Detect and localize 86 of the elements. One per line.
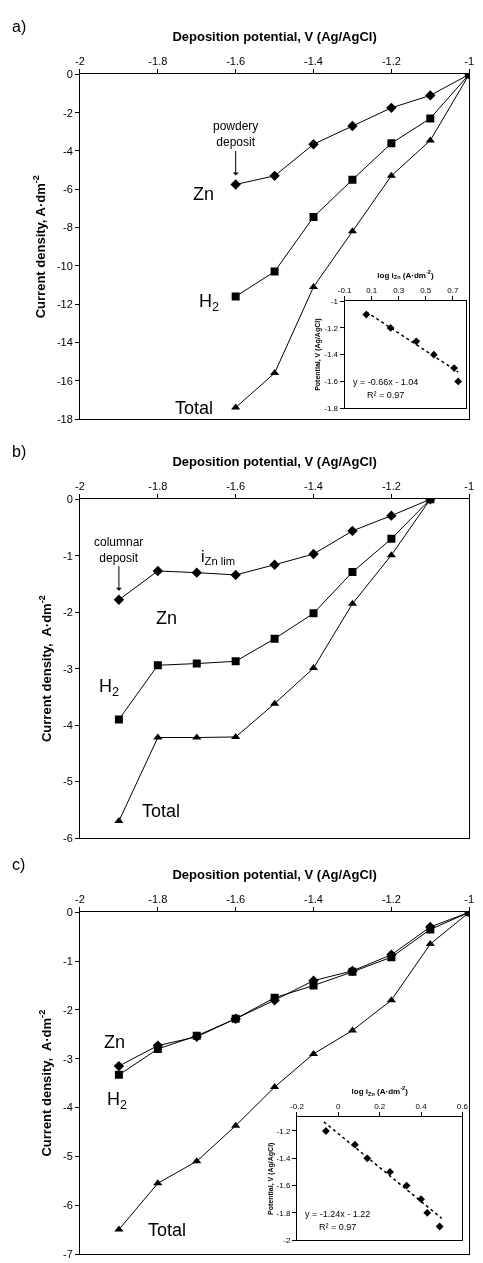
y-tick-label: -14 bbox=[56, 336, 73, 349]
y-tick-label: -1.4 bbox=[324, 350, 339, 360]
y-tick-label: -1 bbox=[330, 296, 339, 306]
y-tick-label: -1.6 bbox=[324, 377, 339, 387]
x-tick-label: 0.7 bbox=[447, 285, 459, 295]
y-tick-label: 0 bbox=[66, 906, 73, 919]
y-tick-label: -1 bbox=[63, 549, 73, 562]
y-tick-label: -1.2 bbox=[324, 323, 339, 333]
y-tick-label: -10 bbox=[56, 259, 73, 272]
text: c) bbox=[12, 856, 26, 873]
y-tick-label: -7 bbox=[63, 1247, 73, 1260]
annotation: R² = 0.97 bbox=[367, 390, 405, 400]
x-tick-label: -1.2 bbox=[381, 54, 401, 67]
y-tick-label: -2 bbox=[283, 1235, 291, 1245]
y-tick-label: -1.8 bbox=[324, 403, 339, 413]
series-label: H$_{2}$ bbox=[99, 676, 120, 699]
x-tick-label: -1.8 bbox=[148, 54, 168, 67]
x-tick-label: 0.3 bbox=[393, 285, 405, 295]
y-tick-label: -8 bbox=[63, 221, 73, 234]
x-tick-label: -1.6 bbox=[226, 54, 246, 67]
y-tick-label: -6 bbox=[63, 183, 73, 196]
y-tick-label: -2 bbox=[63, 606, 73, 619]
series-label: Zn bbox=[104, 1032, 126, 1052]
annotation: y = -0.66x - 1.04 bbox=[353, 377, 419, 387]
y-tick-label: 0 bbox=[66, 68, 73, 81]
x-tick-label: 0.2 bbox=[374, 1102, 386, 1112]
series-label: H$_{2}$ bbox=[107, 1089, 128, 1112]
x-tick-label: -2 bbox=[75, 479, 85, 492]
x-tick-label: -1.2 bbox=[381, 479, 401, 492]
x-axis-title: Deposition potential, V (Ag/AgCl) bbox=[172, 28, 377, 44]
y-tick-label: -4 bbox=[63, 144, 73, 157]
x-tick-label: 0.6 bbox=[456, 1102, 469, 1112]
y-tick-label: -16 bbox=[56, 374, 73, 387]
y-tick-label: -1 bbox=[63, 954, 73, 967]
text: a) bbox=[12, 18, 27, 35]
x-tick-label: 0.5 bbox=[420, 285, 432, 295]
annotation: i$_{Zn lim}$ bbox=[201, 548, 236, 568]
x-axis-title: log i$_{Zn}$ (A·dm$^{-2}$) bbox=[377, 269, 434, 281]
y-tick-label: -3 bbox=[63, 662, 73, 675]
y-tick-label: -2 bbox=[63, 106, 73, 119]
y-tick-label: -1.2 bbox=[276, 1126, 291, 1136]
y-tick-label: 0 bbox=[66, 493, 73, 506]
x-tick-label: -1.8 bbox=[148, 479, 168, 492]
x-tick-label: -1.6 bbox=[226, 479, 246, 492]
x-tick-label: -2 bbox=[75, 892, 85, 905]
y-tick-label: -2 bbox=[63, 1003, 73, 1016]
x-axis-title: log i$_{Zn}$ (A·dm$^{-2}$) bbox=[351, 1085, 409, 1097]
annotation: y = -1.24x - 1.22 bbox=[305, 1209, 371, 1219]
x-tick-label: -2 bbox=[75, 54, 85, 67]
y-tick-label: -4 bbox=[63, 1101, 73, 1114]
y-tick-label: -4 bbox=[63, 718, 73, 731]
y-tick-label: -5 bbox=[63, 1150, 73, 1163]
x-axis-title: Deposition potential, V (Ag/AgCl) bbox=[172, 866, 377, 882]
y-tick-label: -5 bbox=[63, 775, 73, 788]
series-label: Total bbox=[175, 398, 214, 418]
x-axis-title: Deposition potential, V (Ag/AgCl) bbox=[172, 453, 377, 469]
x-tick-label: -1.4 bbox=[304, 479, 324, 492]
y-tick-label: -12 bbox=[56, 297, 73, 310]
x-tick-label: -0.2 bbox=[290, 1102, 305, 1112]
x-tick-label: -0.1 bbox=[337, 285, 353, 295]
x-tick-label: -1.8 bbox=[148, 892, 168, 905]
x-tick-label: -1.4 bbox=[304, 892, 324, 905]
x-tick-label: -1 bbox=[464, 892, 475, 905]
series-label: Zn bbox=[193, 184, 215, 204]
series-label: H$_{2}$ bbox=[199, 291, 220, 314]
text: b) bbox=[12, 443, 27, 460]
x-tick-label: -1.4 bbox=[304, 54, 324, 67]
x-tick-label: 0.4 bbox=[415, 1102, 428, 1112]
y-tick-label: -6 bbox=[63, 1199, 73, 1212]
x-tick-label: -1 bbox=[464, 54, 475, 67]
x-tick-label: 0.1 bbox=[366, 285, 378, 295]
y-tick-label: -3 bbox=[63, 1052, 73, 1065]
y-tick-label: -6 bbox=[63, 831, 73, 844]
x-tick-label: -1.6 bbox=[226, 892, 246, 905]
series-label: Zn bbox=[156, 608, 178, 628]
x-tick-label: -1 bbox=[464, 479, 475, 492]
y-tick-label: -1.4 bbox=[276, 1154, 291, 1164]
series-label: Total bbox=[148, 1220, 187, 1240]
y-tick-label: -1.8 bbox=[276, 1208, 291, 1218]
annotation: powdery deposit bbox=[213, 119, 259, 149]
y-tick-label: -18 bbox=[56, 412, 73, 425]
series-label: Total bbox=[142, 801, 181, 821]
x-tick-label: -1.2 bbox=[381, 892, 401, 905]
y-tick-label: -1.6 bbox=[276, 1181, 291, 1191]
annotation: R² = 0.97 bbox=[319, 1222, 357, 1232]
annotation: columnar deposit bbox=[94, 535, 144, 565]
